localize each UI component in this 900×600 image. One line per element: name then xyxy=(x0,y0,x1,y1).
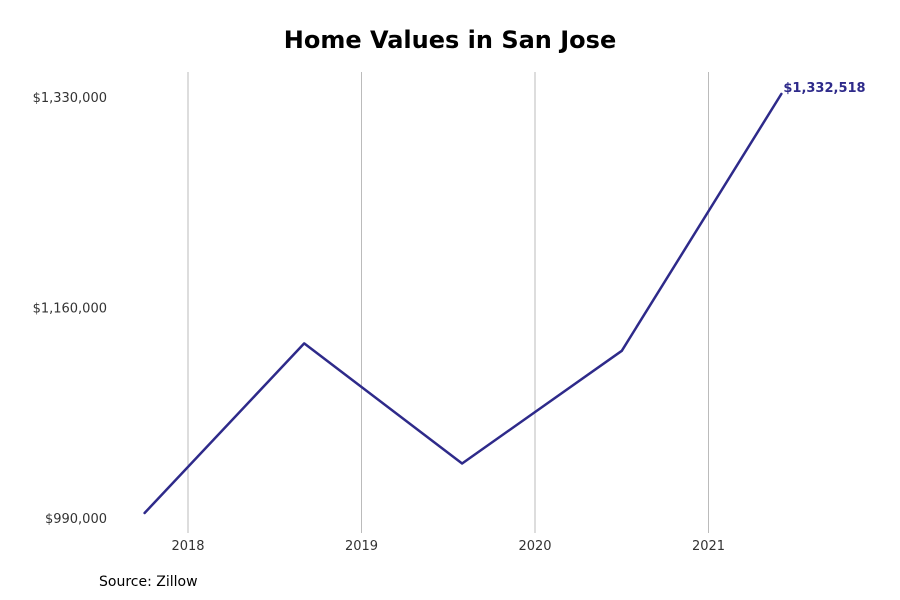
series: $1,332,518 xyxy=(143,81,866,515)
y-tick-label: $990,000 xyxy=(45,512,107,527)
chart-title: Home Values in San Jose xyxy=(283,26,617,54)
y-axis-tick-labels: $990,000 $1,160,000 $1,330,000 xyxy=(33,91,107,527)
end-value-label: $1,332,518 xyxy=(783,81,865,96)
x-axis-tick-labels: 2018 2019 2020 2021 xyxy=(171,539,725,554)
x-tick-label-2018: 2018 xyxy=(171,539,204,554)
x-tick-label-2021: 2021 xyxy=(692,539,725,554)
home-value-line xyxy=(143,92,783,515)
gridlines xyxy=(187,72,709,533)
y-tick-label: $1,160,000 xyxy=(33,302,107,317)
x-tick-label-2019: 2019 xyxy=(345,539,378,554)
y-tick-label: $1,330,000 xyxy=(33,91,107,106)
x-tick-label-2020: 2020 xyxy=(518,539,551,554)
source-note: Source: Zillow xyxy=(99,574,198,590)
